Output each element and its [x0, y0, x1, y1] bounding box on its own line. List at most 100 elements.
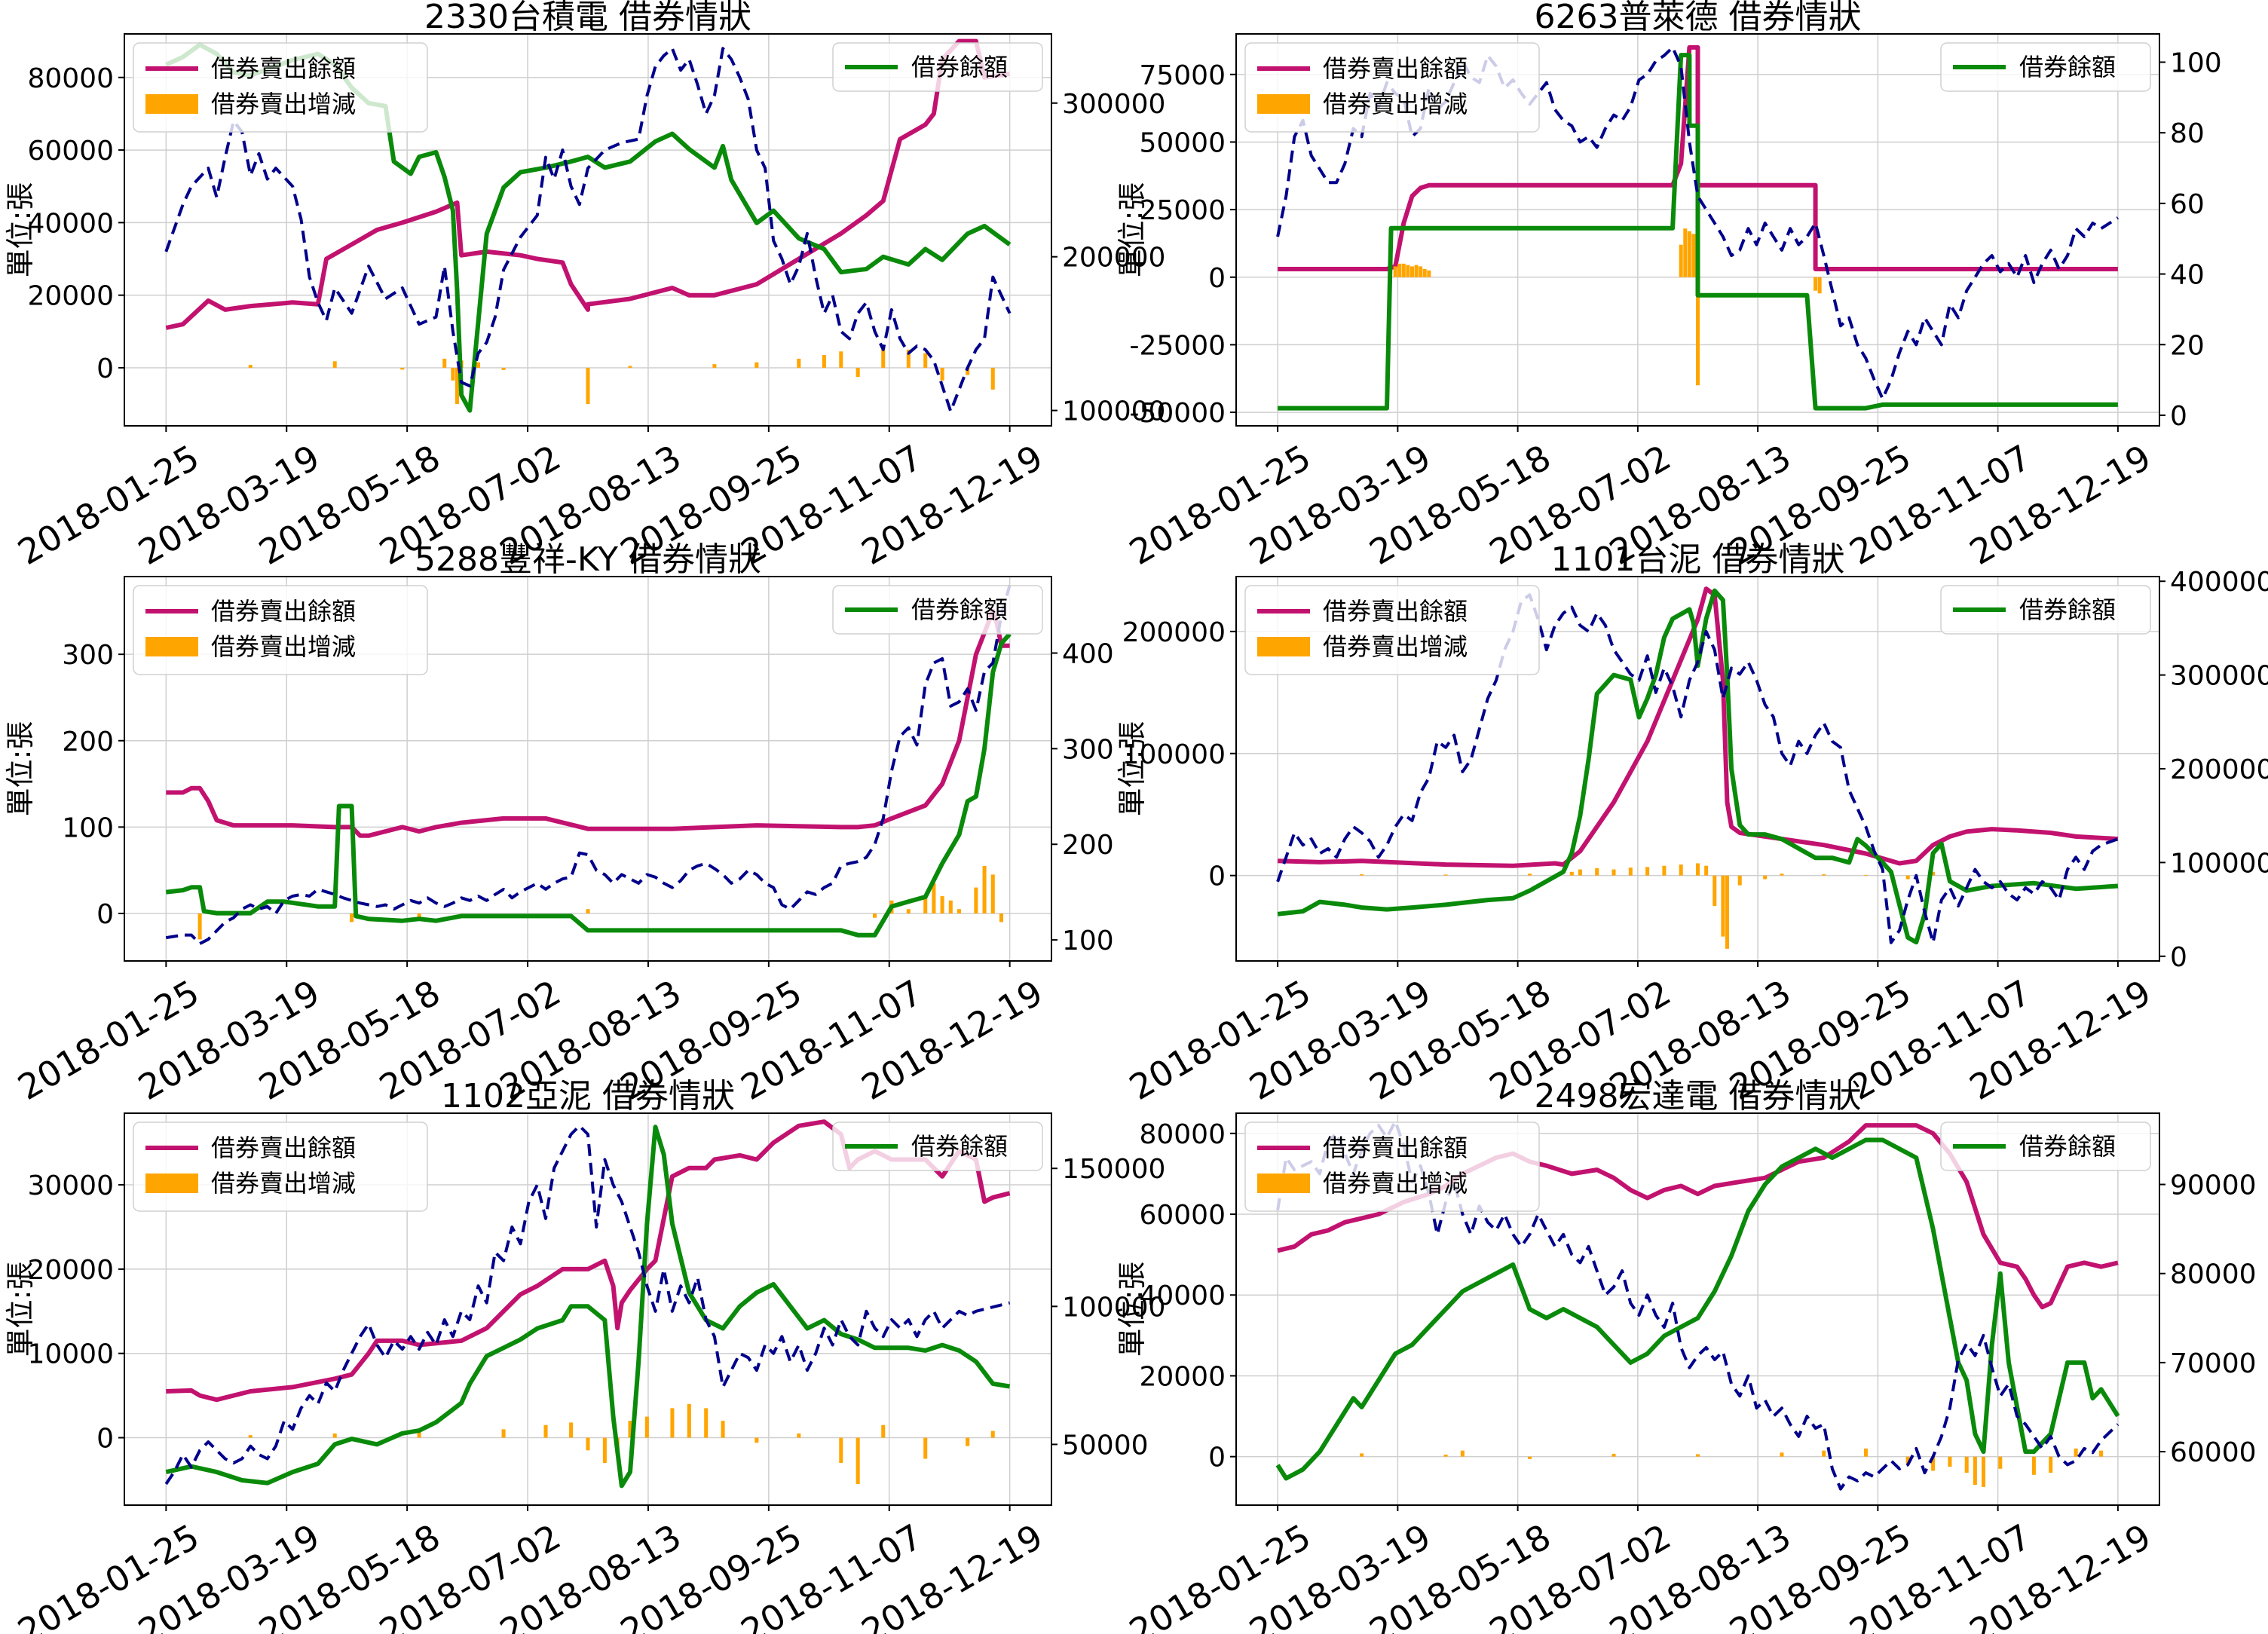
- y-tick-label: 0: [96, 353, 114, 384]
- bar-short-change: [1528, 874, 1532, 876]
- y2-tick-label: 150000: [1062, 1154, 1165, 1185]
- bar-short-change: [1712, 875, 1717, 907]
- y-tick-label: 80000: [27, 63, 114, 94]
- legend-box: [133, 42, 428, 133]
- legend-box: [1244, 1121, 1540, 1212]
- y2-tick-label: 0: [2170, 942, 2187, 973]
- bar-short-change: [248, 1435, 253, 1438]
- y2-tick-label: 20: [2170, 330, 2205, 361]
- legend-label-lending-balance: 借券餘額: [911, 1132, 1008, 1161]
- bar-short-change: [543, 1424, 548, 1438]
- y-tick-label: 0: [1208, 263, 1226, 294]
- y2-tick-label: 0: [2170, 401, 2187, 432]
- bar-short-change: [797, 358, 801, 368]
- y-tick-label: 20000: [1139, 1361, 1226, 1392]
- bar-short-change: [350, 913, 354, 923]
- legend-label-lending-balance: 借券餘額: [2019, 595, 2116, 624]
- bar-short-change: [956, 909, 962, 913]
- bar-short-change: [1683, 228, 1688, 277]
- bar-short-change: [1578, 869, 1582, 876]
- bar-short-change: [1695, 1454, 1700, 1457]
- y-tick-label: 0: [1208, 1443, 1226, 1473]
- legend-box: [133, 1121, 428, 1212]
- legend-swatch-short-change: [1257, 637, 1310, 656]
- y2-tick-label: 200000: [2170, 754, 2268, 785]
- y-tick-label: 100: [62, 812, 114, 843]
- legend-box: [1940, 42, 2151, 92]
- y-tick-label: 200000: [1122, 617, 1226, 648]
- chart-panel-2: -50000 -25000 0 25000 50000 75000 0 20 40 60 80 100…: [1116, 0, 2222, 573]
- y2-tick-label: 100000: [2170, 848, 2268, 879]
- bar-short-change: [586, 1437, 590, 1451]
- legend-label-short-balance: 借券賣出餘額: [1323, 1134, 1468, 1162]
- legend-box: [1244, 42, 1540, 133]
- legend-box: [1244, 585, 1540, 675]
- bar-short-change: [704, 1408, 709, 1438]
- legend-box: [832, 585, 1043, 635]
- bar-short-change: [1863, 874, 1868, 876]
- bar-short-change: [940, 367, 944, 381]
- bar-short-change: [1964, 1456, 1969, 1473]
- bar-short-change: [923, 1437, 928, 1459]
- legend-box: [832, 42, 1043, 92]
- bar-short-change: [1645, 867, 1650, 876]
- chart-panel-3: 01002003001002003004002018-01-252018-03-…: [4, 540, 1114, 1108]
- legend-label-short-balance: 借券賣出餘額: [211, 597, 356, 626]
- bar-short-change: [940, 896, 944, 913]
- chart-panel-1: 0 20000 40000 60000 80000 100000 200000 300000 2…: [4, 0, 1165, 573]
- line-lending-balance: [165, 632, 1012, 938]
- y-tick-label: 0: [96, 1424, 114, 1455]
- axes-frame: [124, 1112, 1052, 1506]
- y2-tick-label: 70000: [2170, 1348, 2257, 1379]
- bar-short-change: [417, 1431, 421, 1438]
- line-short-balance: [1278, 586, 2119, 868]
- bar-short-change: [1813, 277, 1818, 291]
- y2-tick-label: 300000: [1062, 89, 1165, 120]
- bar-short-change: [1611, 869, 1616, 876]
- bar-short-change: [974, 887, 978, 913]
- y2-tick-label: 200000: [1062, 243, 1165, 274]
- bar-short-change: [906, 349, 911, 368]
- bar-short-change: [1948, 1456, 1952, 1467]
- bar-short-change: [1998, 1456, 2003, 1469]
- bar-short-change: [1409, 266, 1414, 277]
- bar-short-change: [455, 367, 460, 405]
- bar-short-change: [2031, 1456, 2036, 1475]
- y2-tick-label: 60: [2170, 189, 2205, 220]
- legend-label-short-balance: 借券賣出餘額: [1323, 54, 1468, 83]
- chart-title: 2330台積電 借券情狀: [424, 0, 751, 36]
- legend-box: [133, 585, 428, 675]
- bar-short-change: [881, 1424, 886, 1438]
- legend-label-short-balance: 借券賣出餘額: [211, 1134, 356, 1162]
- legend-swatch-short-change: [1257, 1173, 1310, 1193]
- bar-short-change: [1419, 266, 1423, 277]
- y-axis-label: 單位:張: [4, 1262, 37, 1357]
- bar-short-change: [586, 367, 590, 405]
- bar-short-change: [644, 1416, 649, 1438]
- bar-short-change: [990, 367, 995, 390]
- y-axis-label: 單位:張: [1116, 1262, 1149, 1357]
- y2-tick-label: 80: [2170, 118, 2205, 149]
- bar-short-change: [2074, 1448, 2078, 1457]
- bar-short-change: [332, 1433, 337, 1438]
- chart-panel-4: 0100000200000010000020000030000040000020…: [1116, 540, 2268, 1108]
- legend-label-short-change: 借券賣出增減: [1323, 632, 1468, 661]
- bar-short-change: [628, 1421, 632, 1438]
- bar-short-change: [966, 1437, 970, 1446]
- bar-short-change: [712, 364, 717, 368]
- bar-short-change: [1863, 1448, 1868, 1457]
- bar-short-change: [1817, 277, 1822, 294]
- bar-short-change: [1422, 269, 1427, 277]
- y2-tick-label: 400: [1062, 638, 1114, 669]
- legend-swatch-short-change: [1257, 94, 1310, 114]
- bar-short-change: [721, 1421, 725, 1438]
- line-lending-balance: [1277, 588, 2119, 945]
- y-tick-label: 40000: [27, 208, 114, 239]
- bar-short-change: [501, 1429, 506, 1438]
- bar-short-change: [197, 913, 202, 940]
- y-tick-label: -50000: [1129, 398, 1226, 429]
- line-price: [1276, 45, 2119, 401]
